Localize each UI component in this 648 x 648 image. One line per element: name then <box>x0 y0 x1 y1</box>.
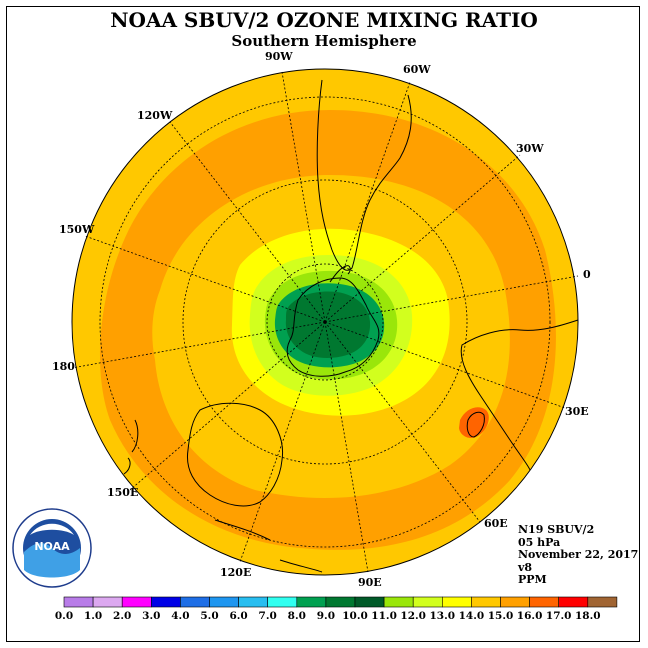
color-swatch <box>209 596 239 608</box>
color-scale-label: 3.0 <box>142 610 160 622</box>
color-scale-swatches <box>63 596 618 608</box>
color-scale-label: 8.0 <box>288 610 306 622</box>
dataset-info: N19 SBUV/2 05 hPa November 22, 2017 v8 P… <box>518 523 639 587</box>
color-swatch <box>354 596 385 608</box>
coastlines <box>123 79 579 573</box>
lon-label-120w: 120W <box>137 109 173 122</box>
color-swatch <box>587 596 618 608</box>
lon-label-60e: 60E <box>484 517 508 530</box>
color-swatch <box>267 596 298 608</box>
color-swatch <box>383 596 414 608</box>
antarctic-peninsula <box>329 265 351 283</box>
color-scale-labels: 0.0 1.0 2.0 3.0 4.0 5.0 6.0 7.0 8.0 9.0 10.0 11.0 12… <box>55 610 601 622</box>
lon-label-120e: 120E <box>220 566 251 579</box>
color-scale-label: 14.0 <box>459 610 485 622</box>
color-scale-label: 7.0 <box>259 610 277 622</box>
info-version: v8 <box>518 560 533 574</box>
lon-label-30e: 30E <box>565 405 589 418</box>
lon-label-90e: 90E <box>358 576 382 589</box>
new-zealand-coast <box>123 419 139 475</box>
map-border <box>71 68 579 576</box>
color-swatch <box>500 596 530 608</box>
color-scale-label: 11.0 <box>371 610 397 622</box>
color-scale-label: 0.0 <box>55 610 73 622</box>
longitude-labels: 90W 60W 30W 0 30E 60E 90E 120E 150E 180 … <box>52 50 591 589</box>
indonesia-coast <box>214 519 323 573</box>
lon-label-0: 0 <box>583 268 591 281</box>
color-scale-label: 5.0 <box>200 610 218 622</box>
color-scale-label: 9.0 <box>317 610 335 622</box>
color-swatch <box>325 596 356 608</box>
color-swatch <box>92 596 123 608</box>
color-swatch <box>151 596 181 608</box>
info-satellite: N19 SBUV/2 <box>518 523 595 536</box>
color-scale-label: 12.0 <box>400 610 426 622</box>
graticule <box>71 71 579 573</box>
color-swatch <box>238 596 269 608</box>
map-subtitle: Southern Hemisphere <box>231 32 417 50</box>
noaa-logo-text: NOAA <box>34 540 70 553</box>
color-swatch <box>529 596 559 608</box>
color-scale-label: 10.0 <box>342 610 368 622</box>
color-swatch <box>296 596 327 608</box>
madagascar-coast <box>466 411 485 438</box>
noaa-logo: NOAA <box>12 508 92 588</box>
info-date: November 22, 2017 <box>518 548 639 561</box>
color-scale-label: 6.0 <box>229 610 247 622</box>
color-swatch <box>412 596 443 608</box>
australia-coast <box>186 402 284 507</box>
color-swatch <box>471 596 501 608</box>
antarctica-coast <box>286 277 380 377</box>
color-scale-label: 16.0 <box>517 610 543 622</box>
info-level: 05 hPa <box>518 535 561 549</box>
color-scale-label: 2.0 <box>113 610 131 622</box>
color-scale-label: 1.0 <box>84 610 102 622</box>
info-units: PPM <box>518 573 547 586</box>
dark-green-core <box>285 291 371 358</box>
lon-label-150w: 150W <box>59 223 95 236</box>
color-scale-label: 13.0 <box>430 610 456 622</box>
color-scale-label: 18.0 <box>575 610 601 622</box>
color-swatch <box>441 596 472 608</box>
color-scale-label: 17.0 <box>546 610 572 622</box>
south-america-coast <box>316 79 412 271</box>
lon-label-90w: 90W <box>265 50 293 63</box>
lon-label-180: 180 <box>52 360 75 373</box>
figure-frame <box>6 6 640 642</box>
color-swatch <box>558 596 589 608</box>
map-title: NOAA SBUV/2 OZONE MIXING RATIO <box>110 8 538 32</box>
lon-label-150e: 150E <box>107 486 138 499</box>
color-swatch <box>63 596 94 608</box>
lon-label-30w: 30W <box>516 142 544 155</box>
color-swatch <box>180 596 210 608</box>
color-swatch <box>121 596 152 608</box>
color-scale-label: 15.0 <box>488 610 514 622</box>
lon-label-60w: 60W <box>403 63 431 76</box>
color-scale-label: 4.0 <box>171 610 189 622</box>
africa-coast <box>460 319 579 471</box>
